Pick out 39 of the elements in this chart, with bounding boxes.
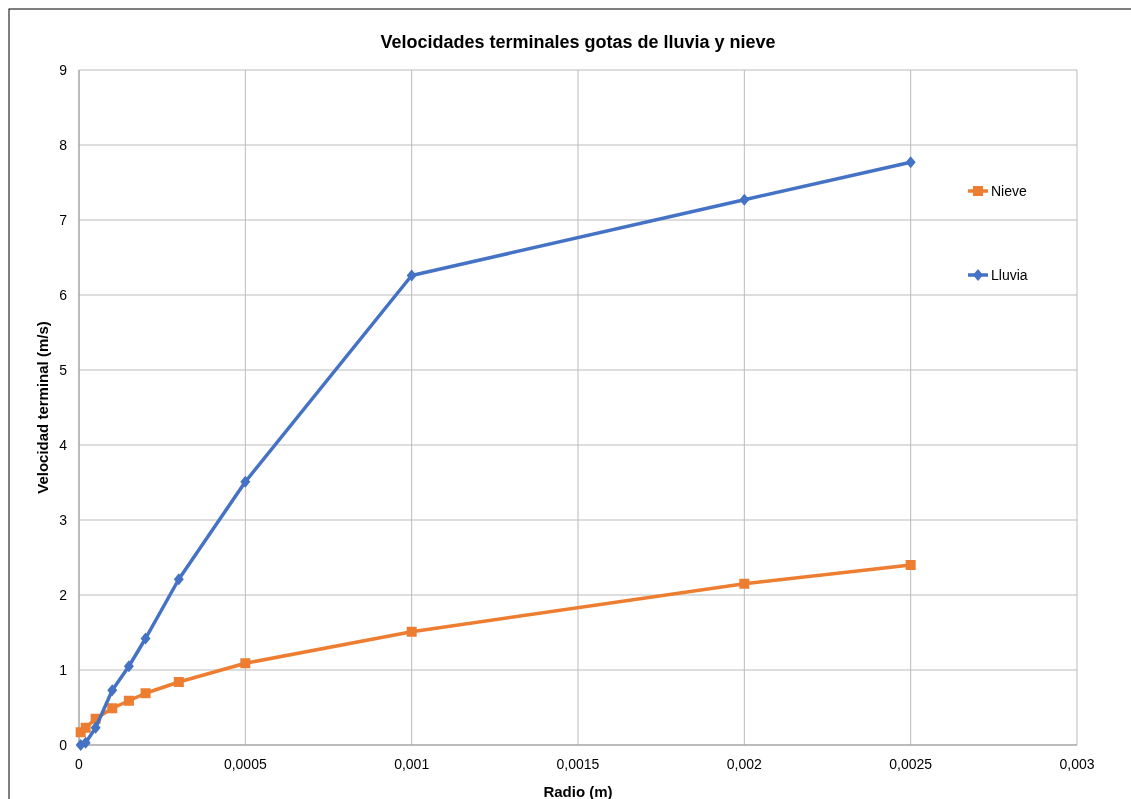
- x-tick-label: 0,003: [1059, 756, 1095, 772]
- point: [123, 695, 134, 706]
- x-tick-label: 0,0025: [889, 756, 933, 772]
- y-tick-label: 9: [59, 62, 68, 78]
- x-tick-label: 0,0005: [223, 756, 267, 772]
- y-tick-label: 2: [59, 587, 68, 603]
- y-tick-label: 3: [59, 512, 68, 528]
- x-tick-label: 0,0015: [556, 756, 600, 772]
- legend-label: Nieve: [991, 183, 1028, 199]
- y-tick-label: 5: [59, 362, 68, 378]
- y-tick-label: 4: [59, 437, 68, 453]
- point: [739, 578, 750, 589]
- y-tick-label: 7: [59, 212, 68, 228]
- point: [406, 269, 417, 282]
- point: [107, 684, 118, 697]
- legend-label: Lluvia: [991, 267, 1028, 283]
- x-tick-label: 0: [75, 756, 84, 772]
- chart-title: Velocidades terminales gotas de lluvia y nieve: [380, 32, 776, 52]
- point: [80, 722, 91, 733]
- point: [140, 632, 151, 645]
- point: [905, 560, 916, 570]
- point: [240, 475, 251, 488]
- x-tick-label: 0,002: [726, 756, 763, 772]
- y-tick-label: 6: [59, 287, 68, 303]
- y-axis-title: Velocidad terminal (m/s): [34, 321, 51, 494]
- point: [173, 573, 184, 586]
- point: [140, 688, 151, 699]
- y-tick-label: 0: [59, 737, 68, 753]
- x-tick-label: 0,001: [394, 756, 430, 772]
- y-tick-label: 1: [59, 662, 68, 678]
- point: [107, 703, 118, 714]
- y-tick-label: 8: [59, 137, 68, 153]
- point: [90, 721, 101, 734]
- point: [905, 156, 916, 169]
- point: [240, 658, 251, 669]
- point: [739, 193, 750, 206]
- point: [123, 660, 134, 673]
- point: [173, 677, 184, 687]
- point: [406, 626, 417, 637]
